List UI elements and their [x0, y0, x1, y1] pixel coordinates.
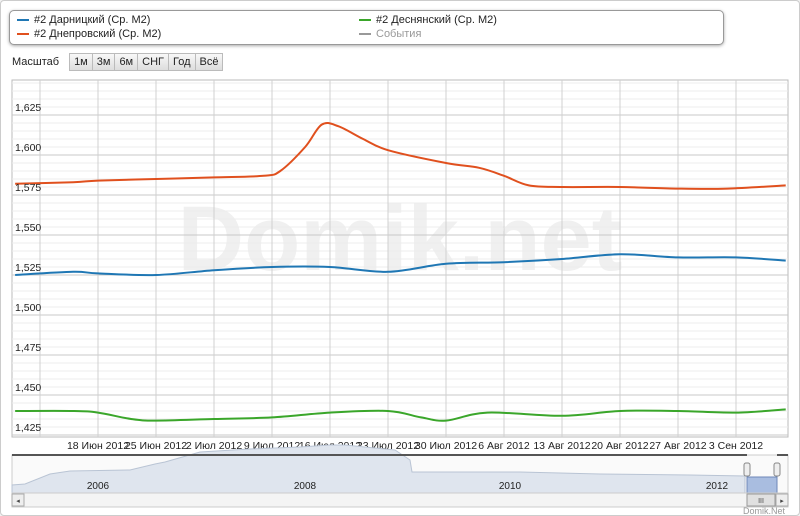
y-tick-label: 1,625	[15, 102, 41, 114]
navigator-right-handle[interactable]	[773, 462, 781, 477]
series-swatch	[359, 19, 371, 21]
legend-item-events[interactable]: События	[359, 28, 421, 40]
credit-text: Domik.Net	[743, 506, 786, 516]
x-tick-label: 13 Авг 2012	[533, 440, 590, 452]
x-tick-label: 20 Авг 2012	[591, 440, 648, 452]
series-line-1	[15, 253, 786, 277]
y-tick-label: 1,550	[15, 222, 41, 234]
zoom-3m-button[interactable]: 3м	[91, 53, 116, 71]
navigator-year-label: 2006	[87, 481, 110, 492]
y-tick-label: 1,450	[15, 382, 41, 394]
legend-label: #2 Дарницкий (Ср. М2)	[34, 14, 151, 26]
zoom-6m-button[interactable]: 6м	[114, 53, 139, 71]
series-swatch	[359, 33, 371, 35]
x-tick-label: 27 Авг 2012	[649, 440, 706, 452]
legend-item-dneprovsky[interactable]: #2 Днепровский (Ср. М2)	[17, 28, 161, 40]
x-tick-label: 18 Июн 2012	[67, 440, 129, 452]
y-tick-label: 1,475	[15, 342, 41, 354]
x-tick-label: 6 Авг 2012	[478, 440, 530, 452]
x-tick-label: 25 Июн 2012	[125, 440, 187, 452]
navigator-series-area	[11, 444, 746, 494]
series-line-0	[15, 121, 786, 190]
legend-label: #2 Деснянский (Ср. М2)	[376, 14, 497, 26]
legend-label: События	[376, 28, 422, 40]
navigator-year-label: 2008	[294, 481, 317, 492]
y-tick-label: 1,525	[15, 262, 41, 274]
navigator-left-handle[interactable]	[743, 462, 751, 477]
legend-item-desnyansky[interactable]: #2 Деснянский (Ср. М2)	[359, 14, 497, 26]
navigator-year-label: 2012	[706, 481, 729, 492]
scroll-left-button[interactable]	[11, 493, 25, 507]
x-tick-label: 3 Сен 2012	[709, 440, 763, 452]
y-tick-label: 1,600	[15, 142, 41, 154]
zoom-bar: Масштаб 1м 3м 6м СНГ Год Всё	[12, 53, 224, 71]
y-tick-label: 1,425	[15, 422, 41, 434]
series-swatch	[17, 33, 29, 35]
svg-text:◂: ◂	[16, 498, 20, 505]
scrollbar-thumb[interactable]	[746, 493, 776, 507]
legend-item-darnitsky[interactable]: #2 Дарницкий (Ср. М2)	[17, 14, 150, 26]
watermark: Domik.net	[178, 188, 623, 290]
scroll-right-button[interactable]	[775, 493, 789, 507]
zoom-ytd-button[interactable]: СНГ	[137, 53, 169, 71]
legend-label: #2 Днепровский (Ср. М2)	[34, 28, 162, 40]
x-tick-label: 2 Июл 2012	[186, 440, 243, 452]
svg-text:III: III	[758, 498, 764, 505]
scrollbar-track[interactable]	[11, 492, 789, 508]
y-tick-label: 1,500	[15, 302, 41, 314]
series-line-2	[15, 408, 786, 422]
zoom-1m-button[interactable]: 1м	[69, 53, 93, 71]
y-tick-label: 1,575	[15, 182, 41, 194]
navigator[interactable]: ◂ III ▸ 2006 2008 2010 2012	[11, 444, 789, 508]
legend: #2 Дарницкий (Ср. М2) #2 Деснянский (Ср.…	[9, 10, 724, 45]
zoom-all-button[interactable]: Всё	[194, 53, 224, 71]
navigator-selection[interactable]	[746, 476, 778, 494]
navigator-year-label: 2010	[499, 481, 522, 492]
x-tick-label: 30 Июл 2012	[415, 440, 477, 452]
series-swatch	[17, 19, 29, 21]
svg-text:▸: ▸	[780, 498, 784, 505]
zoom-label: Масштаб	[12, 56, 60, 68]
zoom-year-button[interactable]: Год	[167, 53, 196, 71]
